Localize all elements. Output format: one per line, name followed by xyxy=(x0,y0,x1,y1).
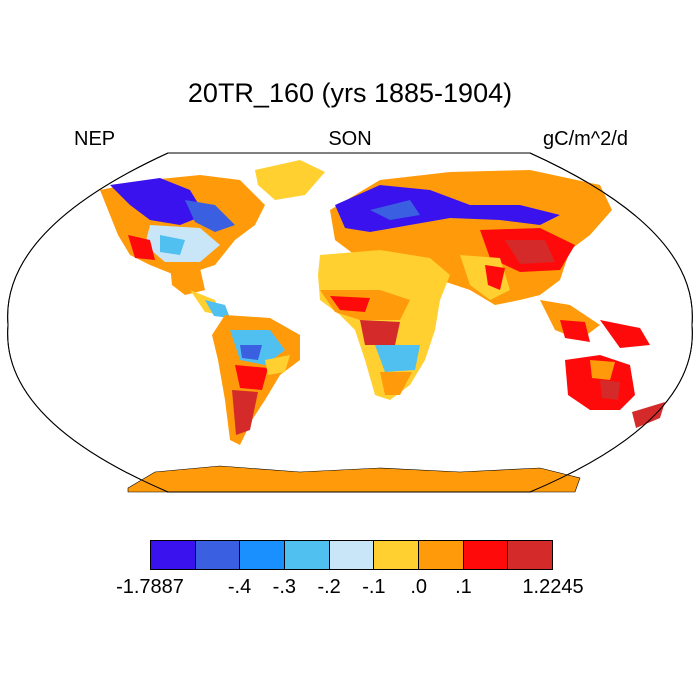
color-swatch-3 xyxy=(285,541,330,569)
australia-region xyxy=(565,355,665,428)
color-scale-tick-3: -.2 xyxy=(317,576,341,598)
eurasia-region xyxy=(330,170,650,348)
color-scale-tick-0: -1.7887 xyxy=(116,576,184,598)
units-label: gC/m^2/d xyxy=(543,128,628,150)
south-america-region xyxy=(212,315,300,445)
color-scale-tick-6: .1 xyxy=(455,576,472,598)
greenland-region xyxy=(255,160,325,200)
color-swatch-8 xyxy=(508,541,553,569)
color-swatch-2 xyxy=(240,541,286,569)
color-swatch-1 xyxy=(195,541,241,569)
color-scale-tick-1: -.4 xyxy=(227,576,252,598)
map-title: 20TR_160 (yrs 1885-1904) xyxy=(187,78,513,108)
north-america-region xyxy=(100,175,265,318)
color-swatch-6 xyxy=(419,541,464,569)
color-swatch-5 xyxy=(374,541,420,569)
color-scale-tick-5: .0 xyxy=(410,576,427,598)
variable-label: NEP xyxy=(74,128,116,150)
color-scale-tick-7: 1.2245 xyxy=(522,576,584,598)
antarctica-region xyxy=(127,465,581,493)
color-swatch-4 xyxy=(329,541,375,569)
season-label: SON xyxy=(328,128,372,150)
color-scale-tick-4: -.1 xyxy=(362,576,386,598)
color-scale-bar xyxy=(150,540,553,570)
color-scale-tick-2: -.3 xyxy=(272,576,296,598)
color-swatch-0 xyxy=(151,541,196,569)
africa-region xyxy=(318,250,450,400)
color-swatch-7 xyxy=(463,541,509,569)
